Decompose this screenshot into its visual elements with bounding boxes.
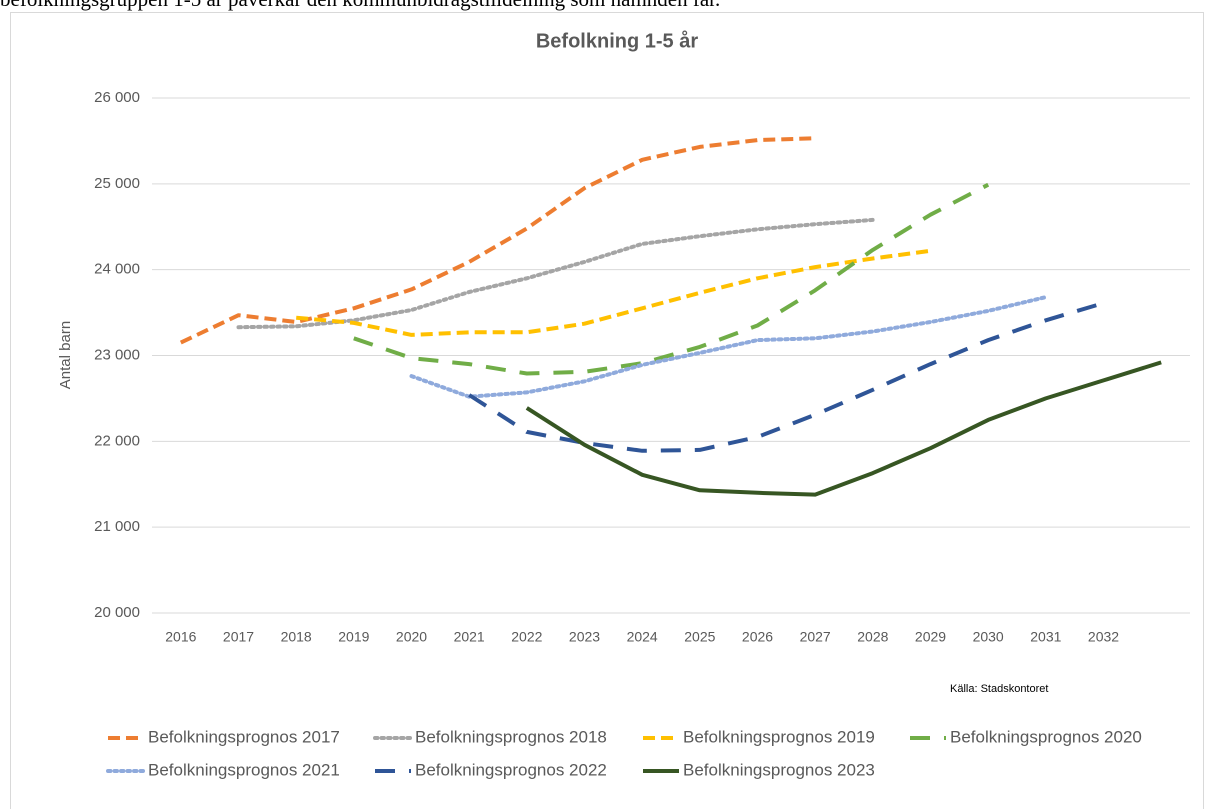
legend-label: Befolkningsprognos 2020 (950, 727, 1142, 746)
y-tick-label: 20 000 (94, 604, 140, 621)
legend-label: Befolkningsprognos 2019 (683, 727, 875, 746)
x-tick-label: 2025 (684, 629, 715, 645)
x-tick-label: 2028 (857, 629, 888, 645)
x-tick-label: 2018 (281, 629, 312, 645)
chart-frame (10, 12, 1204, 809)
x-tick-label: 2026 (742, 629, 773, 645)
legend-label: Befolkningsprognos 2017 (148, 727, 340, 746)
x-tick-label: 2019 (338, 629, 369, 645)
x-tick-label: 2017 (223, 629, 254, 645)
x-tick-label: 2031 (1030, 629, 1061, 645)
x-tick-label: 2023 (569, 629, 600, 645)
x-tick-label: 2022 (511, 629, 542, 645)
y-tick-label: 24 000 (94, 261, 140, 278)
x-tick-label: 2032 (1088, 629, 1119, 645)
y-tick-label: 26 000 (94, 89, 140, 106)
legend-label: Befolkningsprognos 2022 (415, 760, 607, 779)
x-tick-label: 2024 (627, 629, 658, 645)
legend-label: Befolkningsprognos 2021 (148, 760, 340, 779)
y-axis-label: Antal barn (57, 321, 74, 389)
x-tick-label: 2027 (800, 629, 831, 645)
legend-label: Befolkningsprognos 2018 (415, 727, 607, 746)
series-line (353, 182, 990, 376)
intro-text: befolkningsgruppen 1-5 år påverkar den k… (0, 0, 720, 12)
x-tick-label: 2016 (165, 629, 196, 645)
legend-label: Befolkningsprognos 2023 (683, 760, 875, 779)
x-tick-label: 2020 (396, 629, 427, 645)
chart-title: Befolkning 1-5 år (536, 29, 698, 52)
series-line (236, 217, 875, 330)
y-tick-label: 22 000 (94, 432, 140, 449)
y-tick-label: 23 000 (94, 346, 140, 363)
source-note: Källa: Stadskontoret (950, 683, 1048, 695)
x-tick-label: 2030 (973, 629, 1004, 645)
series-line (179, 136, 816, 345)
y-tick-label: 25 000 (94, 175, 140, 192)
x-tick-label: 2021 (454, 629, 485, 645)
series-line (409, 295, 1048, 399)
y-tick-label: 21 000 (94, 518, 140, 535)
series-line (525, 360, 1162, 497)
x-tick-label: 2029 (915, 629, 946, 645)
series-line (468, 301, 1105, 453)
